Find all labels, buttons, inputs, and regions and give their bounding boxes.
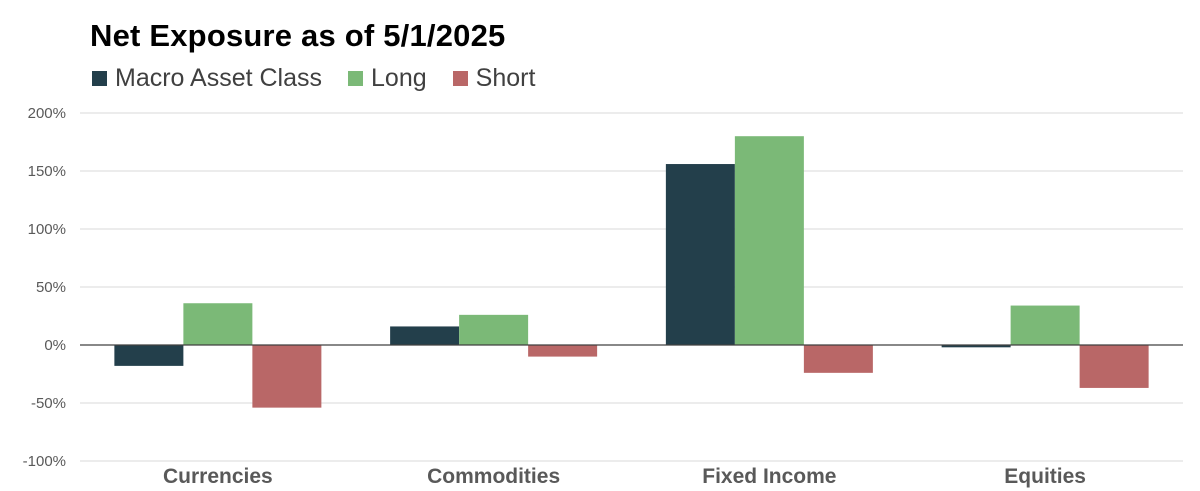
bar-long <box>459 314 529 345</box>
bar-macro-asset-class <box>390 326 460 345</box>
bar-long <box>183 303 253 345</box>
legend-swatch-short <box>452 71 468 86</box>
bar-long <box>734 136 804 345</box>
bar-short <box>803 345 873 373</box>
y-tick-label: -100% <box>23 453 66 470</box>
bar-short <box>1079 345 1149 388</box>
chart-legend: Macro Asset Class Long Short <box>92 64 561 93</box>
legend-item-short: Short <box>452 64 536 93</box>
y-tick-label: 0% <box>44 337 66 354</box>
legend-swatch-long <box>348 71 364 86</box>
bar-macro-asset-class <box>941 345 1011 348</box>
legend-label-short: Short <box>475 64 536 92</box>
y-tick-label: 100% <box>28 221 66 238</box>
legend-swatch-macro-asset-class <box>92 71 107 86</box>
bar-short <box>252 345 322 408</box>
legend-item-macro-asset-class: Macro Asset Class <box>92 64 322 93</box>
x-category-label: Commodities <box>427 465 560 488</box>
y-tick-label: 150% <box>28 163 66 180</box>
x-category-label: Fixed Income <box>702 465 836 488</box>
y-tick-label: 200% <box>28 105 66 122</box>
y-tick-label: -50% <box>31 395 66 412</box>
bar-macro-asset-class <box>114 345 184 366</box>
x-category-label: Equities <box>1004 465 1086 488</box>
x-category-label: Currencies <box>163 465 273 488</box>
y-tick-label: 50% <box>36 279 66 296</box>
bar-long <box>1010 305 1080 345</box>
legend-label-long: Long <box>371 64 427 92</box>
chart-title: Net Exposure as of 5/1/2025 <box>90 18 506 53</box>
legend-label-macro-asset-class: Macro Asset Class <box>115 64 323 92</box>
bar-short <box>528 345 598 357</box>
bar-macro-asset-class <box>665 164 735 345</box>
legend-item-long: Long <box>348 64 427 93</box>
